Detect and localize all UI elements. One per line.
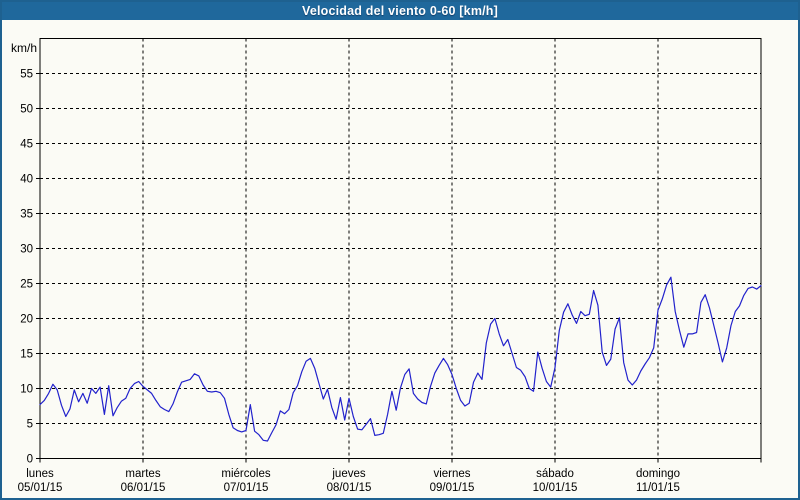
y-tick-label: 45 [20,139,33,151]
date-label: 09/01/15 [430,482,475,494]
title-bar: Velocidad del viento 0-60 [km/h] [2,2,798,20]
y-tick-label: 25 [20,279,33,291]
day-label: jueves [331,468,365,480]
date-label: 07/01/15 [224,482,269,494]
y-tick-label: 35 [20,209,33,221]
chart-window: Velocidad del viento 0-60 [km/h] 0 5 10 15 2… [0,0,800,500]
y-tick-label: 50 [20,104,33,116]
date-label: 06/01/15 [121,482,166,494]
date-label: 05/01/15 [18,482,63,494]
day-label: miércoles [221,468,270,480]
date-label: 08/01/15 [327,482,372,494]
wind-speed-chart: 0 5 10 15 20 25 30 35 40 45 50 55 lunes 05/01/15 marte… [0,0,800,500]
day-label: martes [125,468,160,480]
y-tick-label: 10 [20,384,33,396]
y-tick-label: 40 [20,174,33,186]
y-axis-unit-label: km/h [11,41,37,55]
day-label: sábado [536,468,574,480]
date-label: 10/01/15 [533,482,578,494]
y-tick-label: 0 [27,454,33,466]
y-tick-label: 20 [20,314,33,326]
y-tick-label: 55 [20,69,33,81]
wind-speed-line [40,277,761,441]
day-label: lunes [26,468,54,480]
y-tick-label: 15 [20,349,33,361]
chart-title: Velocidad del viento 0-60 [km/h] [302,4,498,18]
day-label: viernes [433,468,470,480]
date-label: 11/01/15 [636,482,680,494]
y-tick-label: 30 [20,244,33,256]
day-label: domingo [636,468,680,480]
y-tick-label: 5 [27,419,33,431]
